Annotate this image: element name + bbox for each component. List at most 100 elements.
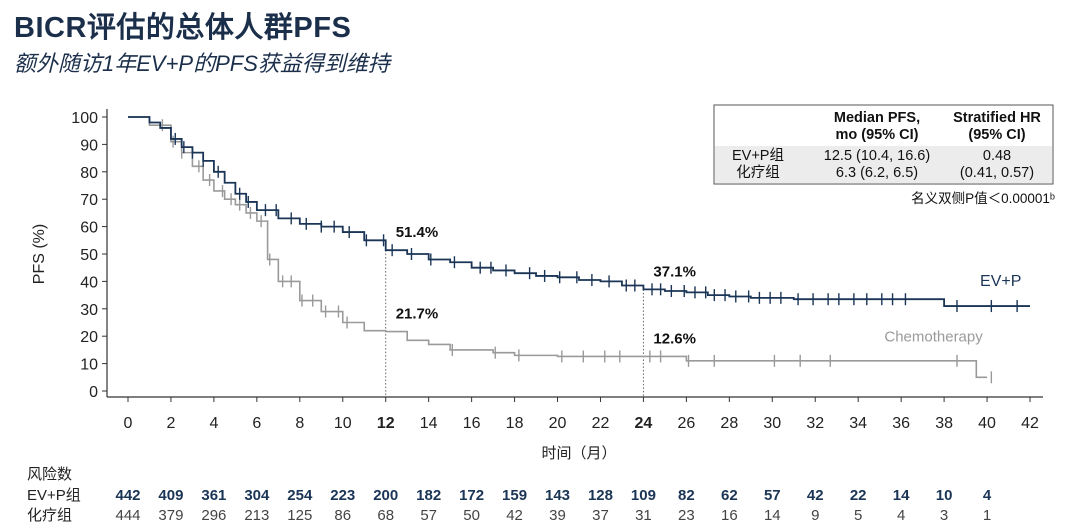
risk-count-chemo: 86: [334, 507, 351, 524]
risk-count-ev-p: 409: [158, 487, 183, 504]
x-axis-label: 时间（月）: [541, 445, 616, 462]
risk-count-chemo: 1: [983, 507, 991, 524]
risk-count-chemo: 16: [721, 507, 738, 524]
risk-count-ev-p: 442: [115, 487, 140, 504]
inset-table-cell: 12.5 (10.4, 16.6): [824, 148, 930, 164]
risk-row-label: EV+P组: [27, 487, 81, 504]
risk-count-chemo: 50: [463, 507, 480, 524]
y-tick-label: 20: [80, 329, 98, 346]
risk-count-chemo: 68: [377, 507, 394, 524]
x-tick-label: 38: [935, 415, 953, 432]
risk-count-chemo: 57: [420, 507, 437, 524]
x-tick-label: 34: [849, 415, 867, 432]
inset-table-row-label: 化疗组: [736, 164, 780, 181]
risk-count-chemo: 4: [897, 507, 905, 524]
risk-count-ev-p: 361: [201, 487, 226, 504]
inset-table-body-shade: [715, 146, 1052, 183]
x-tick-label: 6: [252, 415, 261, 432]
risk-count-ev-p: 14: [893, 487, 910, 504]
risk-count-chemo: 379: [158, 507, 183, 524]
risk-count-ev-p: 4: [983, 487, 992, 504]
risk-count-ev-p: 200: [373, 487, 398, 504]
inset-table-cell: (0.41, 0.57): [960, 165, 1034, 181]
risk-count-ev-p: 143: [545, 487, 570, 504]
x-tick-label: 16: [463, 415, 481, 432]
x-tick-label: 8: [295, 415, 304, 432]
y-axis-label: PFS (%): [31, 224, 48, 284]
risk-count-ev-p: 22: [850, 487, 867, 504]
risk-count-ev-p: 82: [678, 487, 695, 504]
inset-table-cell: 6.3 (6.2, 6.5): [836, 165, 918, 181]
y-tick-label: 30: [80, 302, 98, 319]
risk-count-chemo: 125: [287, 507, 312, 524]
inset-table-row-label: EV+P组: [732, 147, 784, 164]
risk-count-chemo: 39: [549, 507, 566, 524]
inset-table: Median PFS,mo (95% CI) Stratified HR(95% …: [713, 104, 1055, 206]
inset-table-header: Stratified HR: [953, 110, 1041, 126]
x-tick-label: 26: [677, 415, 695, 432]
risk-row-label: 化疗组: [27, 507, 72, 524]
y-tick-label: 80: [80, 165, 98, 182]
inset-table-cell: 0.48: [983, 148, 1011, 164]
x-tick-label: 22: [592, 415, 610, 432]
risk-count-ev-p: 10: [936, 487, 953, 504]
risk-count-ev-p: 182: [416, 487, 441, 504]
x-tick-label: 32: [806, 415, 824, 432]
risk-count-chemo: 23: [678, 507, 695, 524]
legend-chemotherapy: Chemotherapy: [884, 329, 983, 346]
risk-count-ev-p: 62: [721, 487, 738, 504]
risk-count-chemo: 37: [592, 507, 609, 524]
chart-annotations: 51.4% 37.1% 21.7% 12.6% EV+P Chemotherapy: [396, 224, 1022, 347]
y-tick-label: 50: [80, 247, 98, 264]
y-tick-label: 90: [80, 137, 98, 154]
p-value-footnote: 名义双侧P值＜0.00001ᵇ: [911, 191, 1055, 206]
x-tick-label: 36: [892, 415, 910, 432]
risk-count-chemo: 3: [940, 507, 948, 524]
x-tick-label: 42: [1021, 415, 1039, 432]
inset-table-header: mo (95% CI): [836, 127, 919, 143]
risk-count-ev-p: 128: [588, 487, 613, 504]
x-tick-label: 12: [377, 415, 395, 432]
data-label: 21.7%: [396, 306, 439, 323]
risk-count-ev-p: 223: [330, 487, 355, 504]
data-label: 37.1%: [653, 263, 696, 280]
y-tick-label: 70: [80, 192, 98, 209]
legend-ev-p: EV+P: [980, 273, 1021, 290]
risk-count-ev-p: 109: [631, 487, 656, 504]
page-title: BICR评估的总体人群PFS: [14, 12, 352, 44]
inset-table-header: (95% CI): [968, 127, 1025, 143]
risk-table-title: 风险数: [27, 466, 72, 483]
risk-count-ev-p: 42: [807, 487, 824, 504]
x-tick-label: 10: [334, 415, 352, 432]
y-tick-label: 0: [89, 384, 98, 401]
x-tick-label: 14: [420, 415, 438, 432]
risk-count-ev-p: 254: [287, 487, 313, 504]
risk-count-chemo: 296: [201, 507, 226, 524]
y-tick-label: 60: [80, 220, 98, 237]
x-tick-label: 30: [763, 415, 781, 432]
y-tick-label: 10: [80, 357, 98, 374]
chemo-survival-curve: [128, 116, 988, 379]
risk-count-ev-p: 159: [502, 487, 527, 504]
risk-count-chemo: 42: [506, 507, 523, 524]
risk-count-chemo: 31: [635, 507, 652, 524]
x-tick-label: 24: [635, 415, 653, 432]
risk-count-ev-p: 172: [459, 487, 484, 504]
risk-count-chemo: 9: [811, 507, 819, 524]
x-tick-label: 20: [549, 415, 567, 432]
x-tick-label: 2: [166, 415, 175, 432]
x-tick-label: 28: [720, 415, 738, 432]
risk-count-chemo: 5: [854, 507, 862, 524]
x-tick-label: 18: [506, 415, 524, 432]
risk-count-chemo: 14: [764, 507, 781, 524]
page-subtitle: 额外随访1年EV+P的PFS获益得到维持: [14, 51, 390, 76]
risk-count-chemo: 444: [115, 507, 140, 524]
x-tick-label: 40: [978, 415, 996, 432]
data-label: 51.4%: [396, 224, 439, 241]
inset-table-header: Median PFS,: [834, 110, 920, 126]
risk-count-chemo: 213: [244, 507, 269, 524]
chart-series: [128, 116, 1030, 384]
